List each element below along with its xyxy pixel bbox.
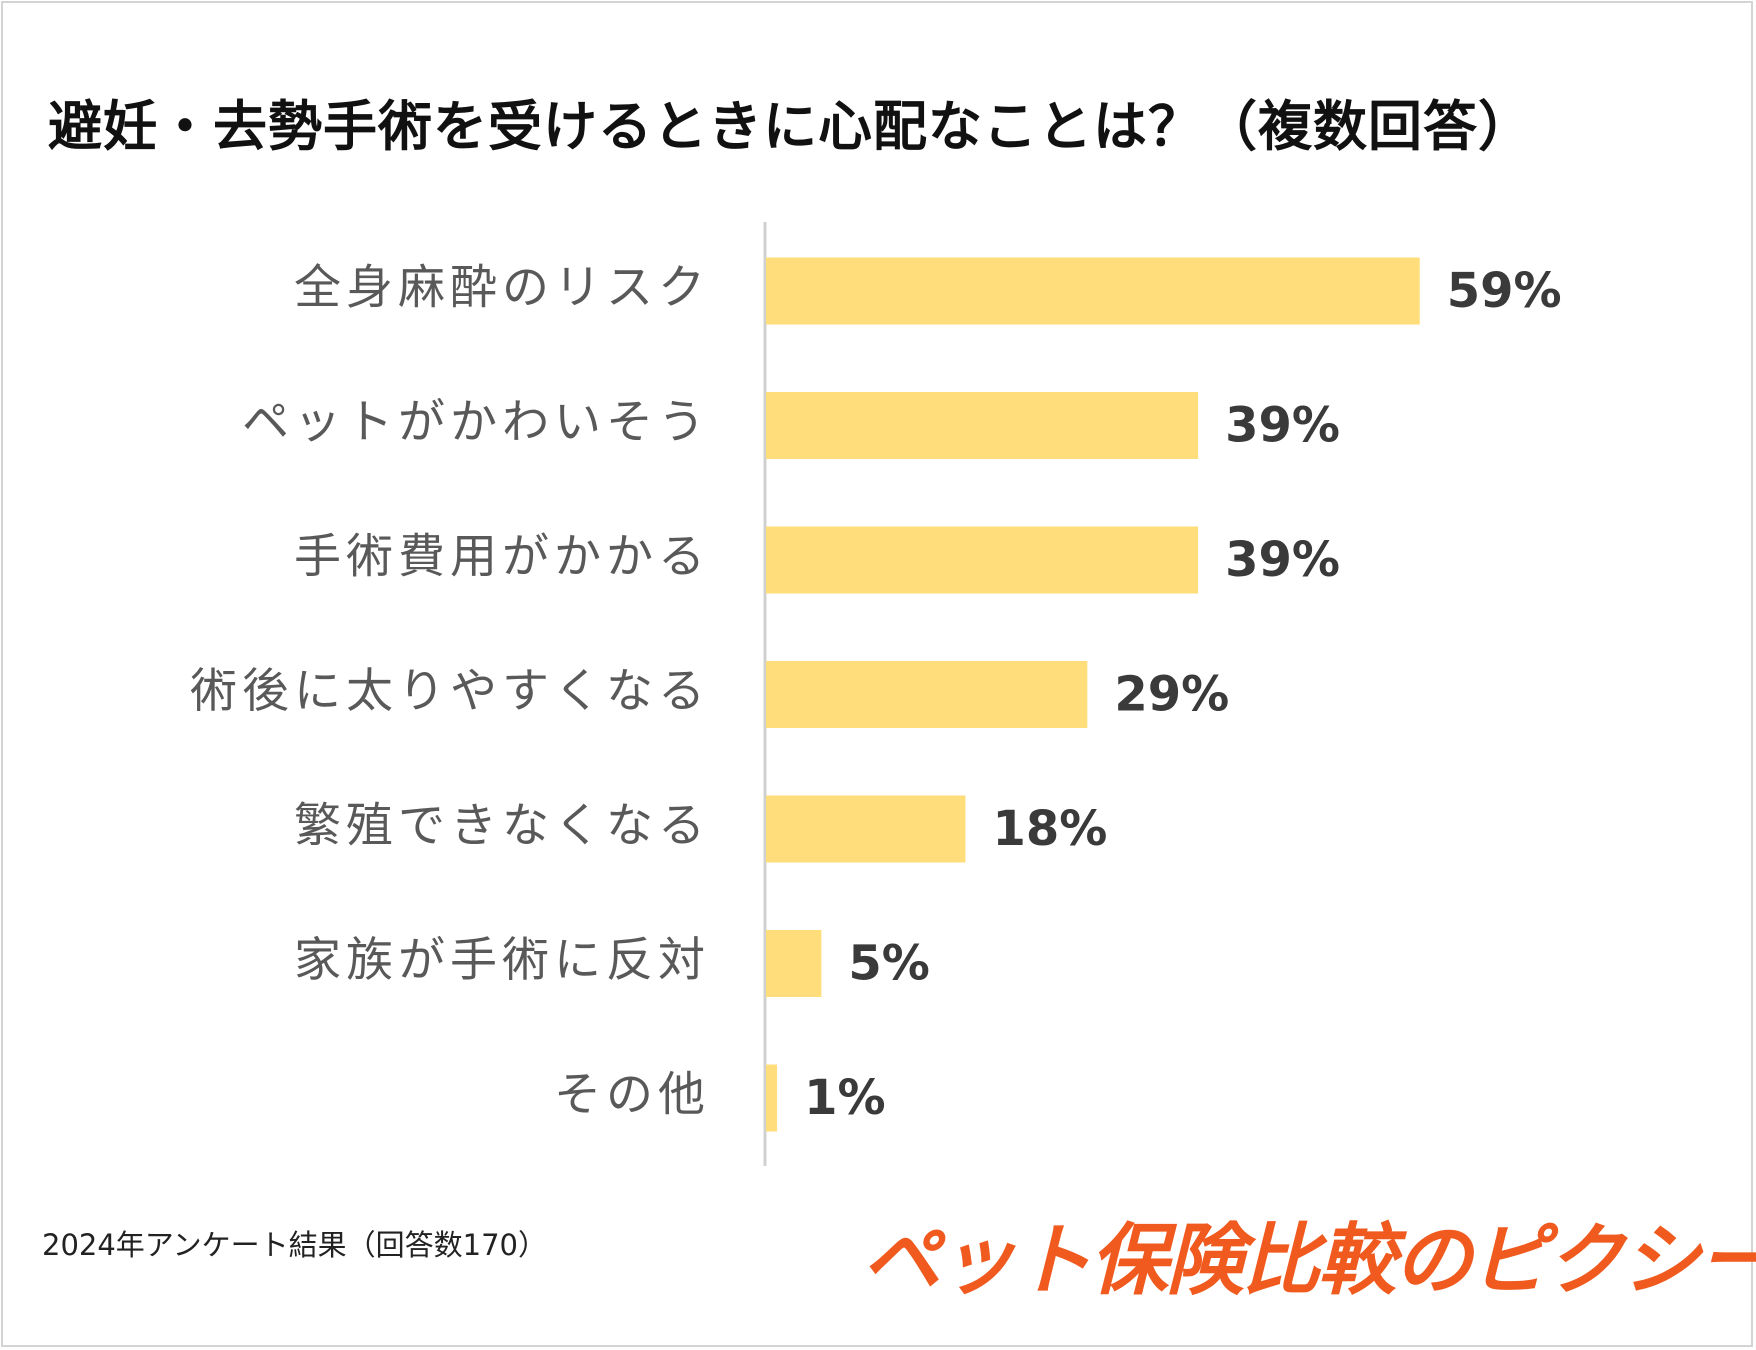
bar-2 — [766, 526, 1199, 594]
category-label-2: 手術費用がかかる — [294, 530, 710, 585]
bar-1 — [766, 392, 1199, 459]
survey-footnote: 2024年アンケート結果（回答数170） — [42, 1228, 547, 1262]
bar-0 — [766, 257, 1420, 325]
category-label-6: その他 — [554, 1068, 710, 1123]
chart-title: 避妊・去勢手術を受けるときに心配なことは？（複数回答） — [48, 95, 1533, 158]
value-label-4: 18% — [992, 801, 1107, 857]
value-label-0: 59% — [1447, 263, 1562, 319]
category-label-5: 家族が手術に反対 — [294, 933, 710, 988]
brand-logo: ペット保険比較のピクシー — [862, 1216, 1756, 1306]
bar-4 — [766, 795, 966, 863]
value-label-5: 5% — [848, 936, 930, 992]
bar-3 — [766, 661, 1088, 728]
value-label-1: 39% — [1225, 398, 1340, 454]
category-label-1: ペットがかわいそう — [242, 395, 710, 450]
bar-5 — [766, 930, 822, 997]
bars-layer: 全身麻酔のリスク 59% ペットがかわいそう 39% 手術費用がかかる 39% 術後に太りや… — [190, 257, 1562, 1132]
value-label-2: 39% — [1225, 532, 1340, 588]
value-label-3: 29% — [1114, 667, 1229, 723]
category-label-0: 全身麻酔のリスク — [294, 261, 710, 316]
category-label-4: 繁殖できなくなる — [294, 799, 710, 854]
bar-6 — [766, 1064, 778, 1132]
value-label-6: 1% — [804, 1070, 886, 1126]
category-label-3: 術後に太りやすくなる — [190, 664, 710, 719]
